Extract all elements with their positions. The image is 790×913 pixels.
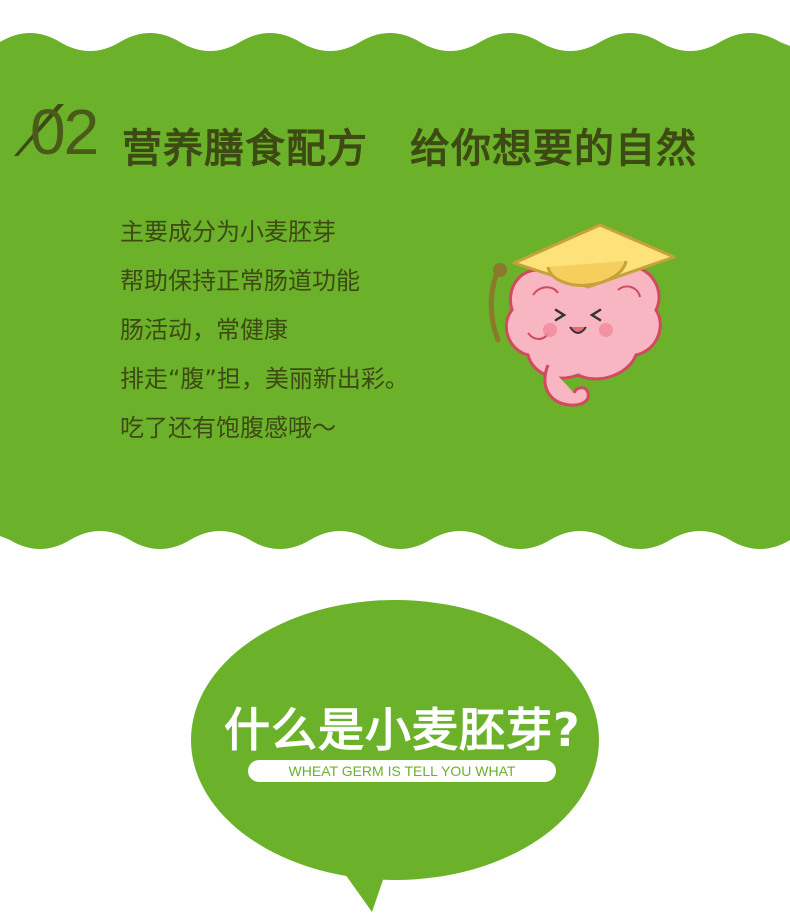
section-title-part1: 营养膳食配方: [122, 126, 368, 172]
speech-bubble: [191, 600, 599, 912]
description-line: 肠活动，常健康: [120, 316, 288, 344]
description-line: 排走“腹”担，美丽新出彩。: [120, 365, 409, 393]
graduation-cap-icon: [512, 223, 676, 289]
description-line: 帮助保持正常肠道功能: [120, 267, 360, 295]
section-title-part2: 给你想要的自然: [410, 126, 697, 172]
question-title: 什么是小麦胚芽?: [224, 703, 581, 757]
section-number: 02: [30, 96, 99, 168]
description-line: 吃了还有饱腹感哦～: [120, 414, 336, 442]
description-list: 主要成分为小麦胚芽 帮助保持正常肠道功能 肠活动，常健康 排走“腹”担，美丽新出…: [120, 212, 409, 457]
green-banner: [0, 33, 790, 549]
description-line: 主要成分为小麦胚芽: [120, 218, 336, 246]
question-subtitle: WHEAT GERM IS TELL YOU WHAT: [248, 760, 556, 782]
section-title: 营养膳食配方 给你想要的自然: [122, 116, 697, 174]
slash-accent-icon: [14, 104, 64, 156]
intestine-mascot-icon: [488, 223, 676, 407]
